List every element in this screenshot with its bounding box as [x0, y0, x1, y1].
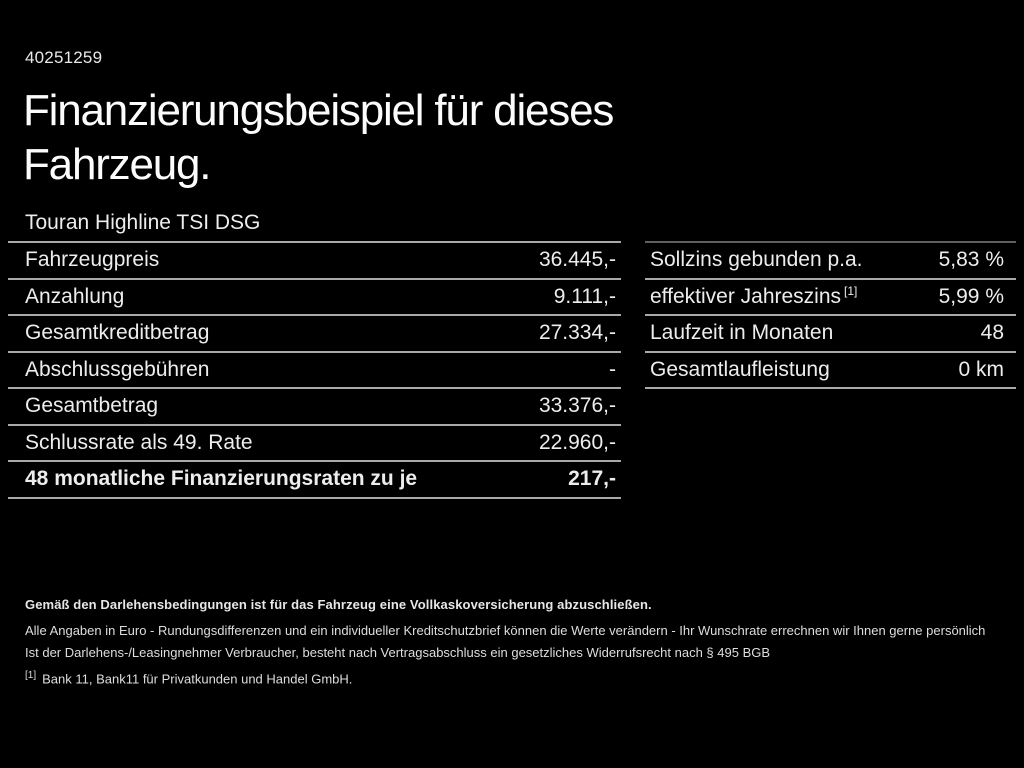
footnote-text: Bank 11, Bank11 für Privatkunden und Han…	[42, 671, 353, 687]
row-value: 27.334,-	[538, 321, 616, 345]
row-value: 36.445,-	[538, 248, 616, 272]
finance-row-monatsrate: 48 monatliche Finanzierungsraten zu je 2…	[8, 462, 621, 499]
row-label: Anzahlung	[25, 284, 125, 308]
conditions-row-sollzins: Sollzins gebunden p.a. 5,83 %	[645, 243, 1016, 280]
row-value: 5,99 %	[938, 284, 1004, 308]
row-label: 48 monatliche Finanzierungsraten zu je	[25, 467, 418, 491]
row-label: Gesamtbetrag	[25, 394, 159, 418]
conditions-row-gesamtlaufleistung: Gesamtlaufleistung 0 km	[645, 353, 1016, 389]
row-label: Gesamtkreditbetrag	[25, 321, 210, 345]
footnote-marker: [1]	[25, 670, 37, 681]
vehicle-id-number: 40251259	[25, 48, 103, 67]
note-insurance-requirement: Gemäß den Darlehensbedingungen ist für d…	[25, 597, 652, 612]
row-value: 9.111,-	[553, 284, 616, 308]
finance-table: Fahrzeugpreis 36.445,- Anzahlung 9.111,-…	[8, 241, 621, 499]
page-title: Finanzierungsbeispiel für dieses Fahrzeu…	[23, 86, 614, 189]
finance-row-anzahlung: Anzahlung 9.111,-	[8, 280, 621, 316]
finance-row-schlussrate: Schlussrate als 49. Rate 22.960,-	[8, 426, 621, 462]
row-label: Sollzins gebunden p.a.	[650, 248, 863, 272]
row-label: Fahrzeugpreis	[25, 248, 160, 272]
finance-row-gesamtkreditbetrag: Gesamtkreditbetrag 27.334,-	[8, 316, 621, 353]
row-label: effektiver Jahreszins [1]	[650, 283, 858, 308]
footnote-marker: [1]	[844, 283, 858, 298]
row-value: 5,83 %	[938, 248, 1004, 272]
note-bank-footnote: [1] Bank 11, Bank11 für Privatkunden und …	[25, 670, 352, 686]
row-label: Laufzeit in Monaten	[650, 321, 834, 345]
conditions-row-laufzeit: Laufzeit in Monaten 48	[645, 316, 1016, 353]
row-label: Abschlussgebühren	[25, 357, 210, 381]
conditions-table: Sollzins gebunden p.a. 5,83 % effektiver…	[645, 241, 1016, 389]
note-disclaimer-values: Alle Angaben in Euro - Rundungsdifferenz…	[25, 623, 986, 638]
conditions-row-effektiver-jahreszins: effektiver Jahreszins [1] 5,99 %	[645, 280, 1016, 316]
row-label: Gesamtlaufleistung	[650, 357, 830, 381]
finance-row-fahrzeugpreis: Fahrzeugpreis 36.445,-	[8, 243, 621, 280]
row-value: 48	[980, 321, 1004, 345]
row-value: -	[609, 357, 616, 381]
row-value: 217,-	[568, 467, 616, 491]
finance-row-gesamtbetrag: Gesamtbetrag 33.376,-	[8, 389, 621, 426]
finance-row-abschlussgebuehren: Abschlussgebühren -	[8, 353, 621, 389]
row-value: 22.960,-	[538, 430, 616, 454]
vehicle-name: Touran Highline TSI DSG	[25, 211, 261, 234]
row-label: Schlussrate als 49. Rate	[25, 430, 253, 454]
row-value: 33.376,-	[538, 394, 616, 418]
note-disclaimer-withdrawal: Ist der Darlehens-/Leasingnehmer Verbrau…	[25, 645, 771, 660]
row-value: 0 km	[958, 357, 1004, 381]
